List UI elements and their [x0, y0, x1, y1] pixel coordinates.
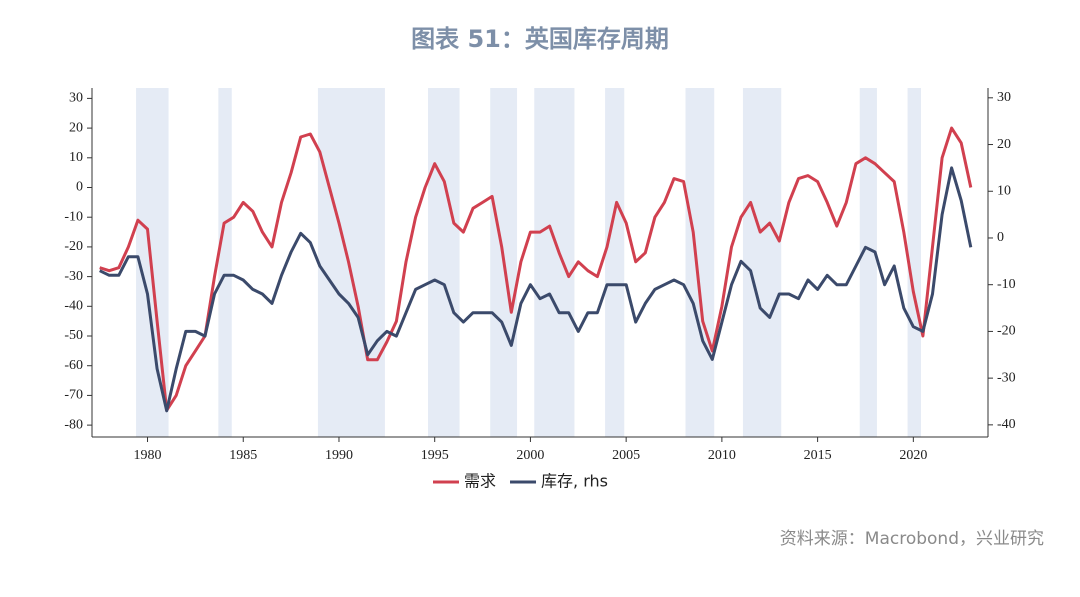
y-tick-label: -70 [64, 388, 83, 403]
y2-tick-label: 0 [997, 230, 1004, 245]
y-tick-label: -80 [64, 417, 83, 432]
y2-tick-label: -30 [997, 370, 1016, 385]
y-tick-label: -10 [64, 209, 83, 224]
x-tick-label: 2020 [899, 448, 927, 463]
x-tick-label: 2000 [516, 448, 544, 463]
y2-tick-label: 30 [997, 90, 1011, 105]
series-line [99, 126, 973, 412]
y2-tick-label: -40 [997, 417, 1016, 432]
shaded-period [218, 88, 232, 437]
shaded-period [685, 88, 715, 437]
x-tick-label: 1985 [229, 448, 257, 463]
chart-title: 图表 51：英国库存周期 [411, 25, 669, 53]
y2-tick-label: 10 [997, 183, 1011, 198]
y-tick-label: -50 [64, 328, 83, 343]
source-note: 资料来源：Macrobond，兴业研究 [780, 529, 1044, 549]
y-tick-label: 20 [69, 120, 83, 135]
y-tick-label: 30 [69, 91, 83, 106]
legend-label: 需求 [464, 472, 496, 491]
shaded-period [907, 88, 921, 437]
x-tick-label: 2005 [612, 448, 640, 463]
shaded-period [428, 88, 460, 437]
x-tick-label: 2010 [708, 448, 736, 463]
y-tick-label: 10 [69, 150, 83, 165]
shaded-period [859, 88, 877, 437]
y2-tick-label: 20 [997, 137, 1011, 152]
x-tick-label: 2015 [804, 448, 832, 463]
shaded-period [317, 88, 385, 437]
y2-tick-label: -10 [997, 277, 1016, 292]
series-line [99, 166, 973, 413]
shaded-period [742, 88, 782, 437]
x-tick-label: 1980 [134, 448, 162, 463]
shaded-period [605, 88, 625, 437]
x-tick-label: 1990 [325, 448, 353, 463]
y2-tick-label: -20 [997, 324, 1016, 339]
y-tick-label: -30 [64, 269, 83, 284]
shaded-period [534, 88, 575, 437]
y-tick-label: -60 [64, 358, 83, 373]
y-tick-label: -40 [64, 299, 83, 314]
y-tick-label: -20 [64, 239, 83, 254]
legend-label: 库存, rhs [541, 472, 608, 491]
x-tick-label: 1995 [421, 448, 449, 463]
y-tick-label: 0 [76, 180, 83, 195]
